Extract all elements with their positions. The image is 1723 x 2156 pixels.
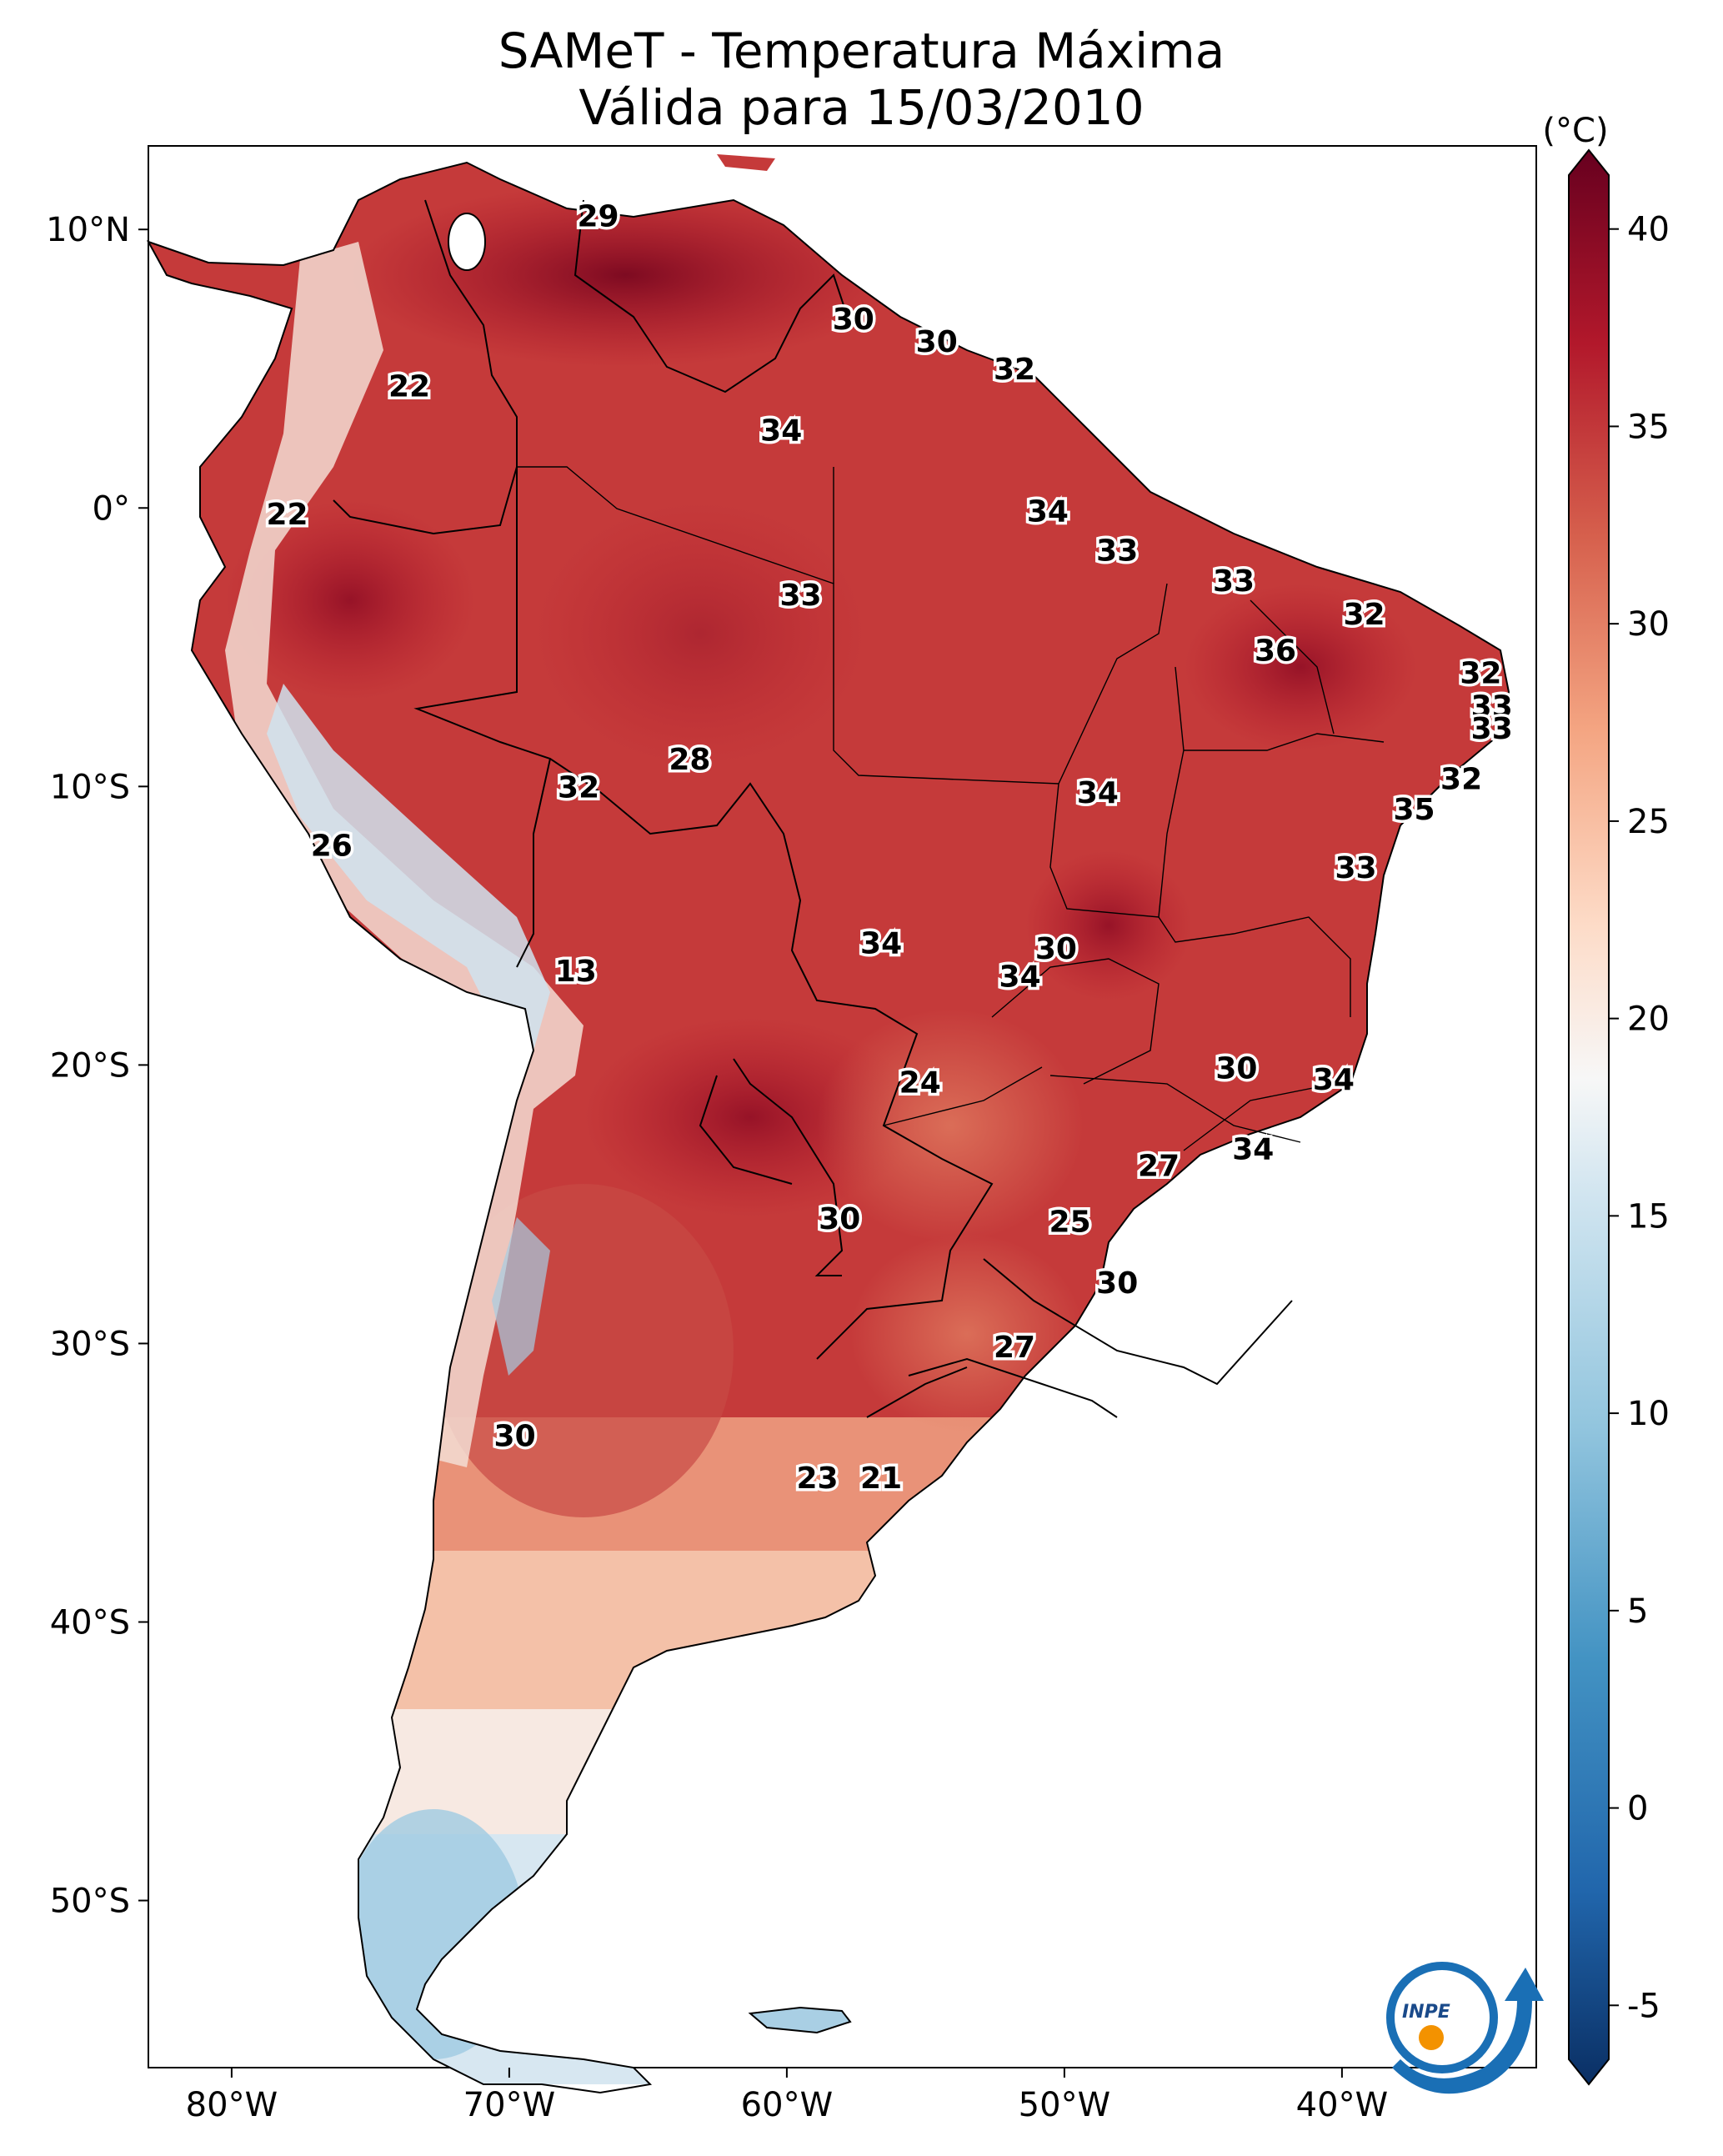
temperature-label: 25: [1049, 1206, 1091, 1240]
temperature-label: 13: [555, 955, 597, 989]
temperature-label: 28: [669, 743, 710, 777]
temperature-label: 30: [1035, 932, 1077, 966]
temperature-label: 33: [1096, 534, 1138, 568]
temperature-label: 34: [860, 926, 902, 960]
lon-label: 60°W: [741, 2086, 833, 2124]
colorbar-tick-label: 10: [1627, 1395, 1670, 1433]
temperature-label: 32: [1343, 598, 1385, 632]
lat-label: 40°S: [50, 1604, 130, 1642]
temperature-label: 34: [999, 960, 1041, 995]
temperature-label: 34: [1313, 1063, 1355, 1097]
inpe-logo: INPE: [1386, 1962, 1544, 2094]
lake-maracaibo: [448, 213, 486, 271]
temperature-label: 34: [1077, 776, 1119, 810]
falkland-islands: [748, 2006, 852, 2034]
colorbar-tick-label: 40: [1627, 211, 1670, 249]
country-borders: [333, 199, 1293, 1418]
colorbar-tick-label: 20: [1627, 1000, 1670, 1039]
temperature-label: 33: [1335, 851, 1376, 885]
temperature-label: 33: [1213, 564, 1255, 599]
temperature-label: 32: [994, 353, 1035, 387]
temperature-label: 33: [1471, 690, 1513, 725]
temperature-label: 35: [1393, 793, 1435, 827]
lat-label: 10°N: [46, 211, 130, 249]
temperature-label: 32: [558, 770, 599, 805]
chart-subtitle: Válida para 15/03/2010: [579, 79, 1144, 136]
colorbar-tick-label: 15: [1627, 1197, 1670, 1236]
lon-label: 70°W: [463, 2086, 555, 2124]
colorbar-tick-label: 35: [1627, 408, 1670, 446]
lat-label: 50°S: [50, 1883, 130, 1921]
map-axes: 80°W 70°W 60°W 50°W 40°W 10°N 0° 10°S 20°S 30°S 40…: [46, 211, 1388, 2124]
temperature-label: 27: [1138, 1150, 1180, 1184]
lat-label: 30°S: [50, 1325, 130, 1363]
temperature-label: 30: [1215, 1052, 1257, 1086]
caribbean-islands: [717, 154, 775, 171]
temperature-label: 30: [833, 303, 874, 337]
temperature-label: 23: [796, 1462, 838, 1496]
temperature-label: 30: [494, 1420, 536, 1454]
temperature-label: 32: [1440, 762, 1482, 796]
lat-label: 20°S: [50, 1046, 130, 1085]
temperature-label: 36: [1255, 634, 1296, 669]
inpe-logo-text: INPE: [1402, 2002, 1450, 2023]
temperature-label: 30: [1096, 1266, 1138, 1301]
temperature-label: 21: [860, 1462, 902, 1496]
lat-label: 0°: [93, 489, 130, 528]
colorbar-bar: [1568, 148, 1610, 2086]
temperature-label: 24: [899, 1065, 941, 1100]
colorbar-tick-label: 5: [1627, 1592, 1648, 1631]
temperature-label: 33: [1471, 712, 1513, 746]
colorbar-unit: (°C): [1542, 112, 1608, 150]
temperature-label: 34: [1232, 1133, 1274, 1167]
lon-label: 40°W: [1296, 2086, 1388, 2124]
temperature-label: 30: [819, 1202, 860, 1236]
temperature-label: 34: [760, 414, 802, 449]
temperature-label: 32: [1460, 656, 1501, 690]
colorbar-tick-label: 25: [1627, 803, 1670, 841]
temperature-label: 29: [577, 200, 619, 234]
colorbar-ticks: 40 35 30 25 20 15 10 5 0 -5: [1609, 211, 1670, 2025]
state-borders: [517, 466, 1385, 1151]
temperature-label: 27: [994, 1331, 1035, 1365]
temperature-label: 30: [916, 325, 958, 359]
colorbar-tick-label: 0: [1627, 1790, 1648, 1828]
temperature-label: 33: [779, 579, 821, 613]
chart-title: SAMeT - Temperatura Máxima: [498, 23, 1225, 79]
colorbar-tick-label: 30: [1627, 605, 1670, 644]
lon-label: 80°W: [186, 2086, 278, 2124]
temperature-label: 22: [388, 369, 430, 404]
colorbar: (°C) 40 35 30 25 20 15 10 5 0 -5: [1542, 112, 1670, 2086]
lat-label: 10°S: [50, 768, 130, 806]
temperature-label: 22: [266, 498, 308, 532]
colorbar-tick-label: -5: [1627, 1987, 1660, 2025]
lon-label: 50°W: [1019, 2086, 1110, 2124]
temperature-label: 34: [1027, 495, 1069, 529]
temperature-label: 26: [311, 830, 353, 864]
